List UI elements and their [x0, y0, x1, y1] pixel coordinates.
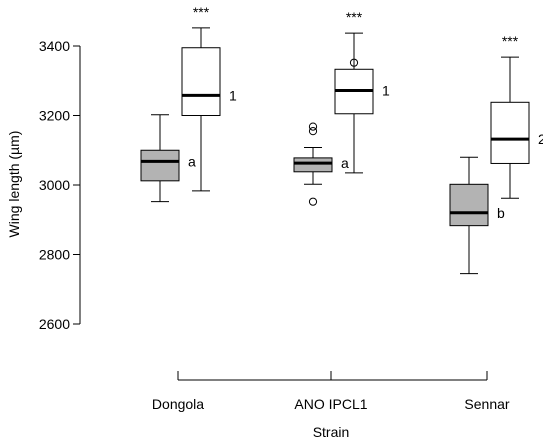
x-tick-label: ANO IPCL1	[294, 396, 367, 412]
iqr-box	[293, 157, 333, 173]
y-tick-label: 3400	[39, 38, 70, 54]
x-tick-label: Sennar	[464, 396, 509, 412]
x-axis: Dongola ANO IPCL1 Sennar	[152, 371, 510, 412]
significance-letter: 2	[538, 131, 543, 147]
x-axis-label: Strain	[313, 424, 350, 440]
significance-letter: a	[188, 153, 196, 169]
iqr-box	[140, 149, 180, 182]
box-group: a 1 ***	[293, 9, 390, 206]
significance-letter: a	[341, 155, 349, 171]
outlier-point	[349, 58, 359, 67]
iqr-box	[490, 101, 530, 164]
significance-stars: ***	[346, 9, 363, 25]
outlier-point	[308, 122, 318, 131]
significance-letter: 1	[382, 82, 390, 98]
y-axis-label: Wing length (µm)	[6, 131, 22, 238]
y-tick-label: 3000	[39, 177, 70, 193]
y-axis: 2600 2800 3000 3200 3400	[39, 38, 81, 332]
box-group: a 1 ***	[140, 4, 237, 203]
outlier-point	[308, 127, 318, 136]
box-group: b 2 ***	[449, 33, 543, 275]
significance-stars: ***	[502, 33, 519, 49]
significance-letter: 1	[229, 87, 237, 103]
outlier-point	[308, 197, 318, 206]
y-tick-label: 2600	[39, 316, 70, 332]
x-tick-label: Dongola	[152, 396, 204, 412]
significance-letter: b	[497, 205, 505, 221]
significance-stars: ***	[193, 4, 210, 20]
iqr-box	[449, 183, 489, 227]
iqr-box	[181, 47, 221, 116]
y-tick-label: 3200	[39, 108, 70, 124]
plot-area: a 1 *** a 1 *** b 2 ***	[140, 4, 543, 275]
y-tick-label: 2800	[39, 247, 70, 263]
